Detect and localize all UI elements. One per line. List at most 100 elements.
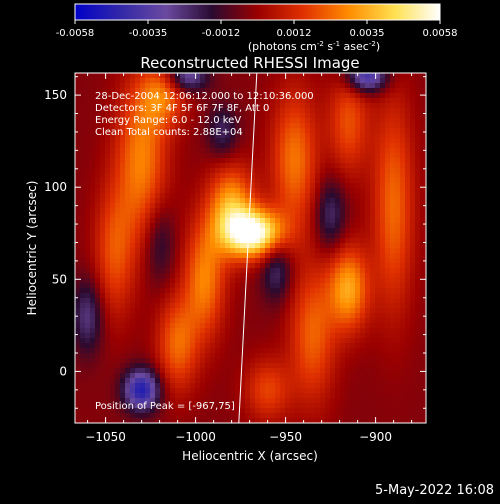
heatmap-cell [390, 278, 396, 284]
heatmap-cell [265, 223, 271, 229]
heatmap-cell [315, 233, 321, 239]
heatmap-cell [365, 218, 371, 224]
heatmap-cell [270, 188, 276, 194]
heatmap-cell [275, 343, 281, 349]
heatmap-cell [120, 213, 126, 219]
heatmap-cell [160, 293, 166, 299]
heatmap-cell [275, 173, 281, 179]
heatmap-cell [410, 133, 416, 139]
heatmap-cell [175, 328, 181, 334]
heatmap-cell [190, 233, 196, 239]
heatmap-cell [145, 363, 151, 369]
heatmap-cell [265, 383, 271, 389]
heatmap-cell [350, 123, 356, 129]
heatmap-cell [360, 348, 366, 354]
heatmap-cell [295, 338, 301, 344]
heatmap-cell [370, 328, 376, 334]
heatmap-cell [350, 373, 356, 379]
heatmap-cell [170, 178, 176, 184]
heatmap-cell [215, 298, 221, 304]
heatmap-cell [310, 138, 316, 144]
heatmap-cell [85, 103, 91, 109]
heatmap-cell [165, 148, 171, 154]
heatmap-cell [220, 368, 226, 374]
heatmap-cell [340, 408, 346, 414]
heatmap-cell [320, 378, 326, 384]
heatmap-cell [315, 198, 321, 204]
heatmap-cell [245, 313, 251, 319]
heatmap-cell [160, 273, 166, 279]
heatmap-cell [315, 293, 321, 299]
heatmap-cell [245, 193, 251, 199]
colorbar-tick-label: -0.0035 [129, 28, 168, 39]
heatmap-cell [325, 278, 331, 284]
heatmap-cell [190, 353, 196, 359]
heatmap-cell [395, 83, 401, 89]
heatmap-cell [255, 228, 261, 234]
heatmap-cell [415, 183, 421, 189]
heatmap-cell [140, 268, 146, 274]
heatmap-cell [150, 393, 156, 399]
heatmap-cell [335, 338, 341, 344]
heatmap-cell [85, 128, 91, 134]
heatmap-cell [230, 293, 236, 299]
heatmap-cell [195, 138, 201, 144]
heatmap-cell [80, 393, 86, 399]
heatmap-cell [85, 308, 91, 314]
heatmap-cell [400, 288, 406, 294]
heatmap-cell [95, 78, 101, 84]
heatmap-cell [370, 398, 376, 404]
heatmap-cell [365, 333, 371, 339]
heatmap-cell [305, 213, 311, 219]
heatmap-cell [345, 193, 351, 199]
heatmap-cell [185, 223, 191, 229]
heatmap-cell [120, 168, 126, 174]
heatmap-cell [395, 188, 401, 194]
heatmap-cell [90, 393, 96, 399]
heatmap-cell [380, 193, 386, 199]
heatmap-cell [305, 268, 311, 274]
heatmap-cell [380, 333, 386, 339]
heatmap-cell [305, 358, 311, 364]
heatmap-cell [210, 388, 216, 394]
heatmap-cell [350, 353, 356, 359]
heatmap-cell [385, 78, 391, 84]
heatmap-cell [330, 148, 336, 154]
heatmap-cell [290, 323, 296, 329]
heatmap-cell [150, 358, 156, 364]
heatmap-cell [230, 153, 236, 159]
heatmap-cell [85, 338, 91, 344]
heatmap-cell [275, 118, 281, 124]
heatmap-cell [205, 208, 211, 214]
heatmap-cell [295, 173, 301, 179]
heatmap-cell [110, 163, 116, 169]
heatmap-cell [370, 368, 376, 374]
heatmap-cell [350, 278, 356, 284]
heatmap-cell [400, 188, 406, 194]
heatmap-cell [305, 393, 311, 399]
heatmap-cell [345, 338, 351, 344]
heatmap-cell [285, 228, 291, 234]
heatmap-cell [180, 153, 186, 159]
heatmap-cell [200, 273, 206, 279]
heatmap-cell [340, 288, 346, 294]
heatmap-cell [390, 313, 396, 319]
heatmap-cell [100, 363, 106, 369]
heatmap-cell [130, 268, 136, 274]
heatmap-cell [385, 413, 391, 419]
heatmap-cell [295, 213, 301, 219]
heatmap-cell [280, 388, 286, 394]
heatmap-cell [315, 343, 321, 349]
heatmap-cell [80, 298, 86, 304]
heatmap-cell [100, 223, 106, 229]
heatmap-cell [405, 358, 411, 364]
heatmap-cell [335, 148, 341, 154]
heatmap-cell [90, 233, 96, 239]
heatmap-cell [150, 78, 156, 84]
heatmap-cell [115, 378, 121, 384]
heatmap-cell [280, 413, 286, 419]
heatmap-cell [345, 153, 351, 159]
heatmap-cell [335, 343, 341, 349]
heatmap-cell [385, 283, 391, 289]
heatmap-cell [250, 378, 256, 384]
